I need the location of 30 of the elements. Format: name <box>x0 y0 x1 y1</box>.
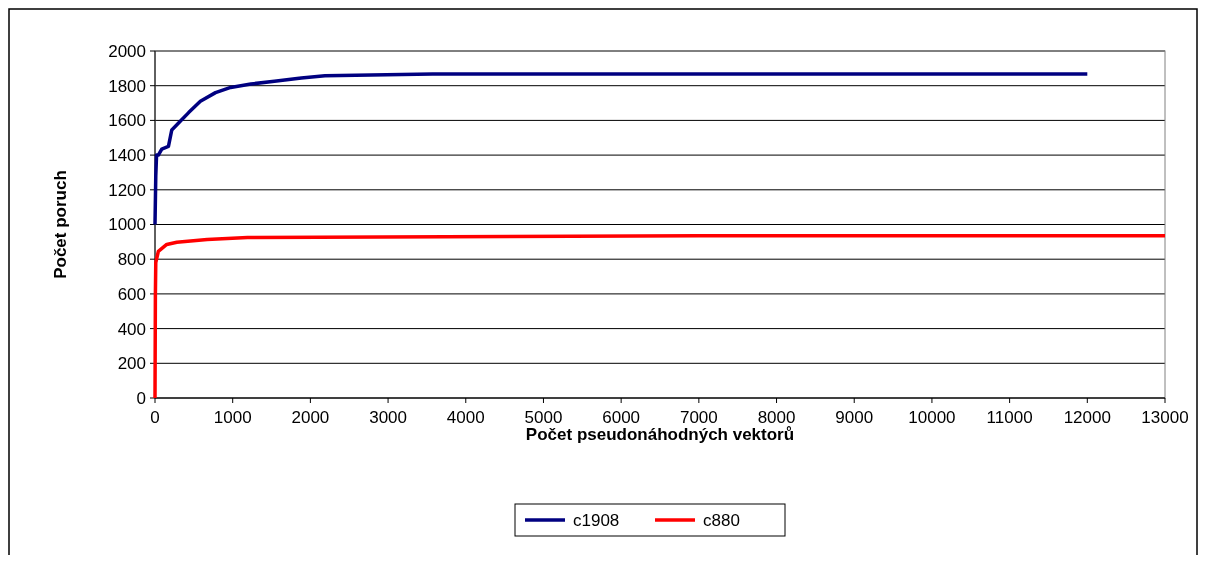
x-tick-label: 0 <box>150 408 160 427</box>
y-tick-label: 1000 <box>108 215 146 235</box>
y-tick-label: 800 <box>117 250 146 270</box>
x-tick-label: 6000 <box>602 408 641 427</box>
y-tick-label: 600 <box>117 284 146 304</box>
y-tick-label: 1400 <box>108 146 146 166</box>
y-tick-label: 1800 <box>108 76 146 96</box>
x-tick-label: 4000 <box>446 408 485 427</box>
y-tick-label: 1200 <box>108 180 146 200</box>
x-tick-label: 1000 <box>213 408 252 427</box>
x-tick-label: 9000 <box>835 408 874 427</box>
x-axis-title: Počet pseudonáhodných vektorů <box>525 425 795 444</box>
line-series <box>153 72 1090 227</box>
x-tick-label: 11000 <box>986 408 1033 427</box>
y-tick-label: 200 <box>117 354 146 374</box>
x-tick-label: 7000 <box>679 408 718 427</box>
x-tick-label: 10000 <box>908 408 956 427</box>
x-tick-label: 2000 <box>291 408 330 427</box>
x-tick-label: 12000 <box>1063 408 1111 427</box>
x-tick-label: 5000 <box>524 408 563 427</box>
y-tick-label: 0 <box>136 388 146 408</box>
x-tick-label: 13000 <box>1141 408 1189 427</box>
legend-label: c1908 <box>573 510 620 530</box>
y-axis-title: Počet poruch <box>51 170 70 279</box>
y-tick-label: 1600 <box>108 111 146 131</box>
x-tick-label: 8000 <box>757 408 796 427</box>
y-tick-label: 400 <box>117 319 146 339</box>
x-tick-label: 3000 <box>369 408 407 427</box>
y-tick-label: 2000 <box>108 41 146 61</box>
legend-label: c880 <box>703 510 740 530</box>
